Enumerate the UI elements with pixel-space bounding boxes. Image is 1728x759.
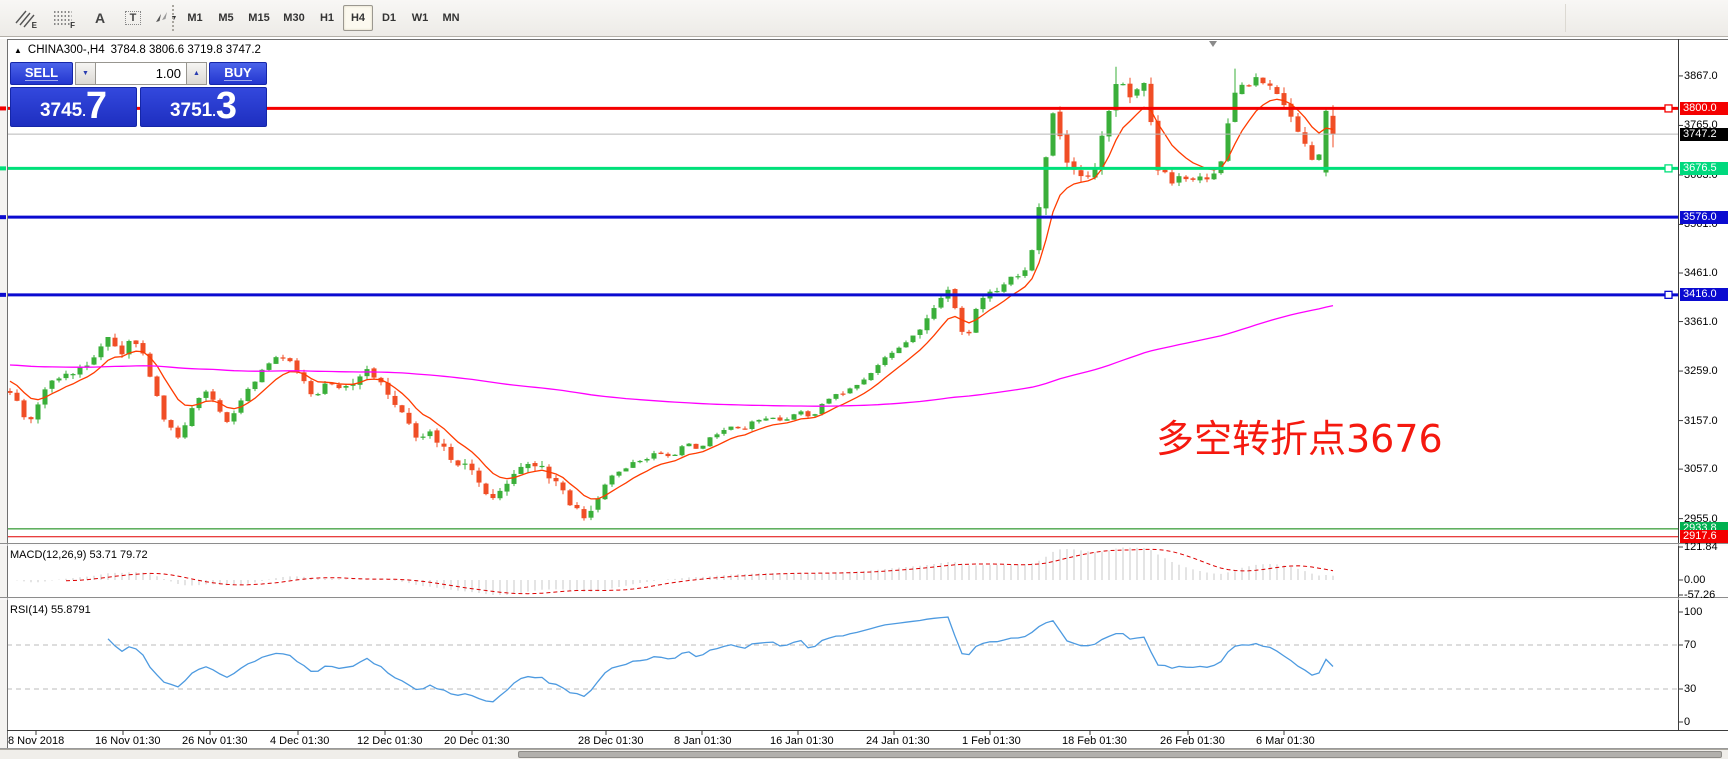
price-tick-label: 3867.0 (1684, 70, 1718, 82)
price-tick-label: 3361.0 (1684, 316, 1718, 328)
timeframe-button-m1[interactable]: M1 (187, 12, 203, 24)
ask-price-big: 3 (215, 85, 238, 127)
date-tick-label: 8 Jan 01:30 (674, 735, 732, 747)
price-badge: 3800.0 (1680, 102, 1728, 115)
chart-ohlc-label: 3784.8 3806.6 3719.8 3747.2 (110, 44, 261, 56)
macd-tick-label: 121.84 (1684, 541, 1718, 553)
text-tool-button[interactable]: A (86, 5, 114, 31)
one-click-trading-panel: SELL ▼ ▲ BUY 3745.7 3751.3 (10, 62, 267, 127)
chart-title: ▲ CHINA300-,H4 3784.8 3806.6 3719.8 3747… (14, 44, 261, 56)
macd-label: MACD(12,26,9) 53.71 79.72 (10, 549, 148, 561)
timeframe-button-d1[interactable]: D1 (381, 12, 397, 24)
timeframe-button-w1[interactable]: W1 (411, 12, 429, 24)
sell-button[interactable]: SELL (10, 62, 73, 85)
toolbar-grip[interactable] (172, 5, 176, 31)
bid-price-big: 7 (85, 85, 108, 127)
price-tick-label: 3157.0 (1684, 415, 1718, 427)
textbox-tool-button[interactable]: T (118, 5, 148, 31)
trade-panel-top-row: SELL ▼ ▲ BUY (10, 62, 267, 85)
chart-surface[interactable] (7, 39, 1678, 731)
volume-input[interactable] (96, 62, 186, 85)
macd-tick-label: 0.00 (1684, 574, 1706, 586)
date-tick-label: 6 Mar 01:30 (1256, 735, 1315, 747)
date-tick-label: 20 Dec 01:30 (444, 735, 510, 747)
fibonacci-tool-button[interactable]: F (48, 5, 78, 31)
text-tool-icon: A (94, 10, 106, 26)
timeframe-button-m30[interactable]: M30 (283, 12, 305, 24)
price-tick-label: 3259.0 (1684, 365, 1718, 377)
horizontal-scrollbar (0, 749, 1728, 759)
date-tick-label: 8 Nov 2018 (8, 735, 65, 747)
timeframe-button-mn[interactable]: MN (442, 12, 460, 24)
date-tick-label: 12 Dec 01:30 (357, 735, 423, 747)
date-tick-label: 1 Feb 01:30 (962, 735, 1021, 747)
rsi-tick-label: 100 (1684, 606, 1703, 618)
date-tick-label: 24 Jan 01:30 (866, 735, 930, 747)
ask-price-box[interactable]: 3751. 3 (140, 87, 267, 127)
volume-increase-button[interactable]: ▲ (186, 62, 207, 85)
bid-price-box[interactable]: 3745. 7 (10, 87, 137, 127)
scrollbar-thumb[interactable] (518, 751, 1722, 758)
rsi-label: RSI(14) 55.8791 (10, 604, 91, 616)
price-badge: 3576.0 (1680, 211, 1728, 224)
date-tick-label: 16 Nov 01:30 (95, 735, 161, 747)
textbox-tool-icon: T (124, 11, 142, 25)
volume-decrease-button[interactable]: ▼ (75, 62, 96, 85)
channel-tool-button[interactable]: E (10, 5, 40, 31)
macd-tick-label: -57.26 (1684, 589, 1716, 601)
spinner-up-icon: ▲ (193, 70, 200, 77)
collapse-arrow-icon: ▲ (14, 45, 22, 55)
window-left-strip (0, 39, 7, 749)
timeframe-button-m5[interactable]: M5 (218, 12, 234, 24)
price-tick-label: 3461.0 (1684, 267, 1718, 279)
date-tick-label: 4 Dec 01:30 (270, 735, 330, 747)
toolbar: E F A T ▼ M1 M5 M15 M30 H1 H4 D1 W1 MN (0, 0, 1728, 37)
date-tick-label: 26 Feb 01:30 (1160, 735, 1225, 747)
date-tick-label: 28 Dec 01:30 (578, 735, 644, 747)
arrow-styles-caret-button[interactable]: ▼ (168, 5, 180, 31)
dropdown-caret-icon: ▼ (170, 14, 178, 22)
timeframe-button-h4[interactable]: H4 (343, 5, 373, 31)
bid-price-main: 3745 (39, 100, 83, 121)
date-tick-label: 18 Feb 01:30 (1062, 735, 1127, 747)
fibonacci-tool-icon: F (52, 7, 75, 30)
toolbar-separator (1565, 4, 1566, 32)
arrow-styles-tool-icon (152, 8, 170, 29)
price-badge: 2917.6 (1680, 530, 1728, 543)
price-tick-label: 3057.0 (1684, 463, 1718, 475)
price-badge: 3747.2 (1680, 128, 1728, 141)
timeframe-button-m15[interactable]: M15 (248, 12, 270, 24)
channel-tool-sub: E (31, 21, 37, 30)
price-badge: 3676.5 (1680, 162, 1728, 175)
rsi-tick-label: 70 (1684, 639, 1697, 651)
date-tick-label: 26 Nov 01:30 (182, 735, 248, 747)
buy-button[interactable]: BUY (209, 62, 267, 85)
spinner-down-icon: ▼ (82, 70, 89, 77)
channel-tool-icon: E (14, 7, 37, 30)
rsi-tick-label: 0 (1684, 716, 1691, 728)
arrow-styles-tool-button[interactable] (150, 5, 172, 31)
ask-price-main: 3751 (169, 100, 213, 121)
chart-symbol-label: CHINA300-,H4 (27, 44, 105, 56)
timeframe-button-h1[interactable]: H1 (319, 12, 335, 24)
fibonacci-tool-sub: F (70, 21, 75, 30)
rsi-tick-label: 30 (1684, 683, 1697, 695)
price-badge: 3416.0 (1680, 288, 1728, 301)
trade-panel-price-row: 3745. 7 3751. 3 (10, 87, 267, 127)
date-tick-label: 16 Jan 01:30 (770, 735, 834, 747)
chart-annotation-text: 多空转折点3676 (1156, 417, 1443, 461)
